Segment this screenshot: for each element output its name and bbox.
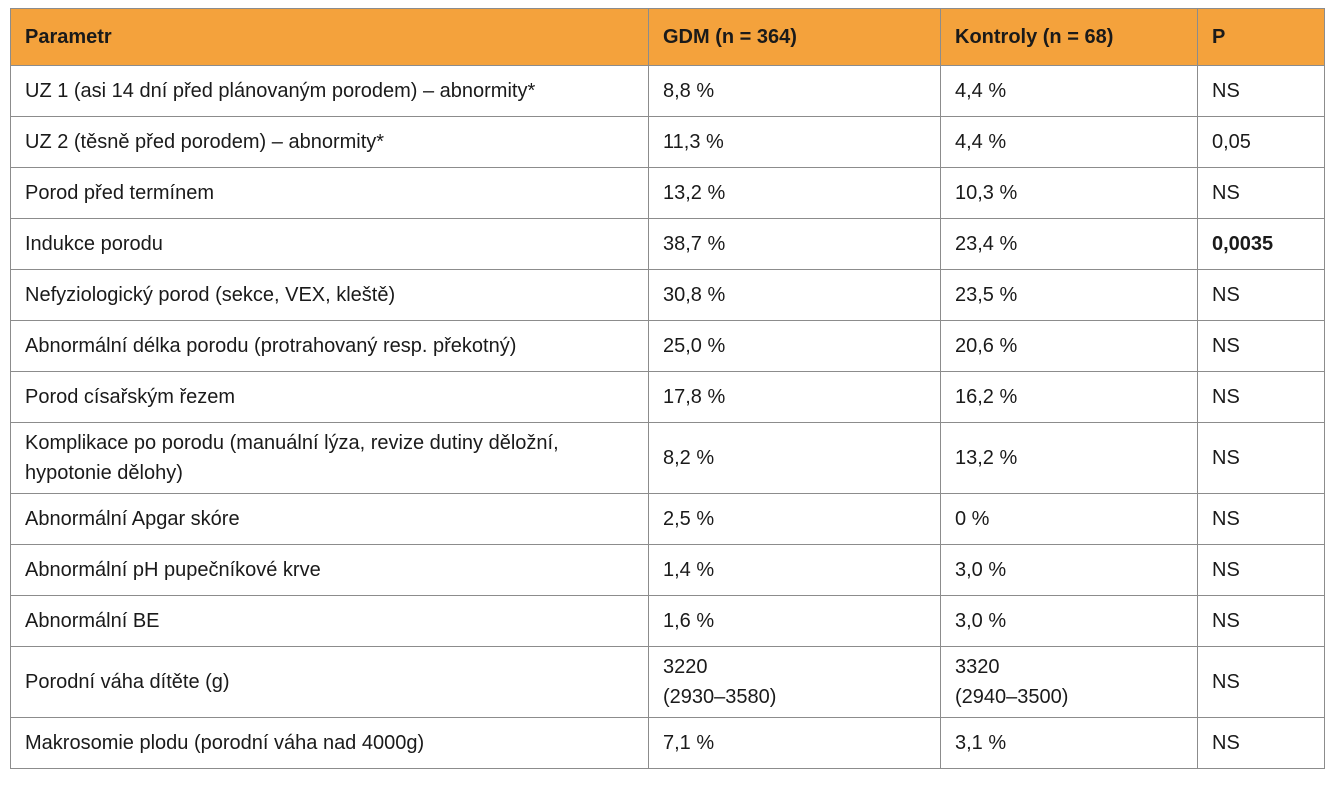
p-cell: NS: [1197, 717, 1325, 769]
table-row: Indukce porodu 38,7 % 23,4 % 0,0035: [10, 218, 1325, 270]
control-cell: 16,2 %: [940, 371, 1198, 423]
control-cell: 3,0 %: [940, 544, 1198, 596]
p-cell: NS: [1197, 422, 1325, 494]
column-header-controls: Kontroly (n = 68): [940, 8, 1198, 66]
p-cell: NS: [1197, 646, 1325, 718]
table-row: UZ 2 (těsně před porodem) – abnormity* 1…: [10, 116, 1325, 168]
param-cell: Porod před termínem: [10, 167, 649, 219]
column-header-gdm: GDM (n = 364): [648, 8, 941, 66]
p-cell: NS: [1197, 371, 1325, 423]
gdm-cell: 2,5 %: [648, 493, 941, 545]
table-row: Nefyziologický porod (sekce, VEX, kleště…: [10, 269, 1325, 321]
table-row: Abnormální délka porodu (protrahovaný re…: [10, 320, 1325, 372]
results-table: Parametr GDM (n = 364) Kontroly (n = 68)…: [10, 8, 1325, 769]
control-cell: 0 %: [940, 493, 1198, 545]
p-cell: NS: [1197, 493, 1325, 545]
p-cell: NS: [1197, 269, 1325, 321]
gdm-cell: 38,7 %: [648, 218, 941, 270]
gdm-value-line-2: (2930–3580): [663, 686, 777, 708]
control-cell: 4,4 %: [940, 65, 1198, 117]
gdm-cell: 1,6 %: [648, 595, 941, 647]
param-cell: Abnormální pH pupečníkové krve: [10, 544, 649, 596]
gdm-cell: 8,2 %: [648, 422, 941, 494]
header-row: Parametr GDM (n = 364) Kontroly (n = 68)…: [10, 8, 1325, 66]
table-row: Porod před termínem 13,2 % 10,3 % NS: [10, 167, 1325, 219]
param-cell: Abnormální délka porodu (protrahovaný re…: [10, 320, 649, 372]
control-cell: 23,5 %: [940, 269, 1198, 321]
column-header-p: P: [1197, 8, 1325, 66]
control-cell: 23,4 %: [940, 218, 1198, 270]
gdm-cell: 25,0 %: [648, 320, 941, 372]
table-row: Makrosomie plodu (porodní váha nad 4000g…: [10, 717, 1325, 769]
gdm-cell: 1,4 %: [648, 544, 941, 596]
gdm-cell: 17,8 %: [648, 371, 941, 423]
p-cell-significant: 0,0035: [1197, 218, 1325, 270]
control-value-line-1: 3320: [955, 656, 1000, 678]
gdm-cell: 8,8 %: [648, 65, 941, 117]
p-cell: NS: [1197, 544, 1325, 596]
param-line-1: Komplikace po porodu (manuální lýza, rev…: [25, 432, 559, 454]
p-cell: NS: [1197, 65, 1325, 117]
gdm-cell: 30,8 %: [648, 269, 941, 321]
table-row: Abnormální Apgar skóre 2,5 % 0 % NS: [10, 493, 1325, 545]
gdm-value-line-1: 3220: [663, 656, 708, 678]
table-header: Parametr GDM (n = 364) Kontroly (n = 68)…: [10, 8, 1325, 66]
table-row: Abnormální BE 1,6 % 3,0 % NS: [10, 595, 1325, 647]
results-table-container: Parametr GDM (n = 364) Kontroly (n = 68)…: [10, 8, 1325, 769]
param-cell: Abnormální Apgar skóre: [10, 493, 649, 545]
gdm-cell: 13,2 %: [648, 167, 941, 219]
table-row: Abnormální pH pupečníkové krve 1,4 % 3,0…: [10, 544, 1325, 596]
param-cell: Makrosomie plodu (porodní váha nad 4000g…: [10, 717, 649, 769]
p-cell: NS: [1197, 595, 1325, 647]
table-row: Porodní váha dítěte (g) 3220 (2930–3580)…: [10, 646, 1325, 718]
table-row: UZ 1 (asi 14 dní před plánovaným porodem…: [10, 65, 1325, 117]
control-cell: 3,1 %: [940, 717, 1198, 769]
control-cell: 4,4 %: [940, 116, 1198, 168]
param-cell: Porod císařským řezem: [10, 371, 649, 423]
control-cell: 3320 (2940–3500): [940, 646, 1198, 718]
gdm-cell: 3220 (2930–3580): [648, 646, 941, 718]
param-cell: UZ 1 (asi 14 dní před plánovaným porodem…: [10, 65, 649, 117]
table-row: Porod císařským řezem 17,8 % 16,2 % NS: [10, 371, 1325, 423]
param-cell: Abnormální BE: [10, 595, 649, 647]
param-cell: Porodní váha dítěte (g): [10, 646, 649, 718]
param-cell: Nefyziologický porod (sekce, VEX, kleště…: [10, 269, 649, 321]
table-row: Komplikace po porodu (manuální lýza, rev…: [10, 422, 1325, 494]
param-cell: Komplikace po porodu (manuální lýza, rev…: [10, 422, 649, 494]
control-cell: 10,3 %: [940, 167, 1198, 219]
control-cell: 13,2 %: [940, 422, 1198, 494]
param-cell: Indukce porodu: [10, 218, 649, 270]
control-cell: 20,6 %: [940, 320, 1198, 372]
param-line-2: hypotonie dělohy): [25, 462, 183, 484]
gdm-cell: 7,1 %: [648, 717, 941, 769]
table-body: UZ 1 (asi 14 dní před plánovaným porodem…: [10, 65, 1325, 769]
control-cell: 3,0 %: [940, 595, 1198, 647]
param-cell: UZ 2 (těsně před porodem) – abnormity*: [10, 116, 649, 168]
gdm-cell: 11,3 %: [648, 116, 941, 168]
p-cell: NS: [1197, 320, 1325, 372]
p-cell: 0,05: [1197, 116, 1325, 168]
p-cell: NS: [1197, 167, 1325, 219]
control-value-line-2: (2940–3500): [955, 686, 1069, 708]
column-header-parameter: Parametr: [10, 8, 649, 66]
